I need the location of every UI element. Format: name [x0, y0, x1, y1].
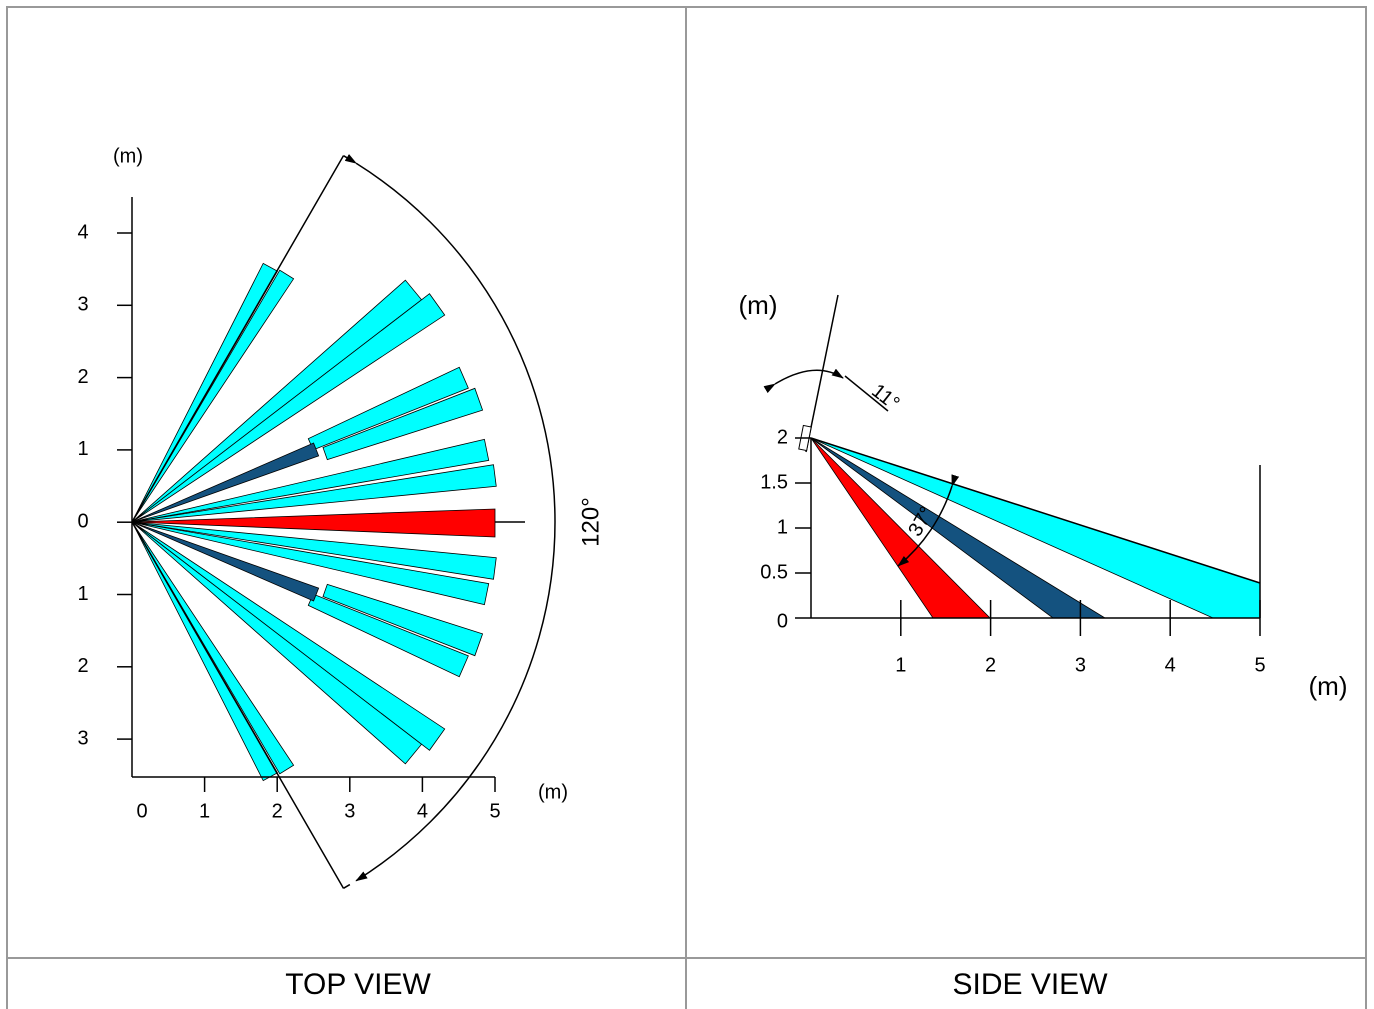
spread-arc — [897, 474, 960, 567]
beam — [131, 521, 320, 602]
y-tick-label: 0.5 — [760, 561, 788, 583]
beam — [131, 442, 320, 523]
y-tick-label: 1 — [777, 516, 788, 538]
x-tick-label: 5 — [1254, 654, 1265, 676]
beam — [131, 508, 496, 538]
x-tick-label: 2 — [272, 800, 283, 822]
x-tick-label: 1 — [895, 654, 906, 676]
beam — [131, 521, 497, 580]
y-tick-label: 1 — [77, 583, 88, 605]
angle-label: 11° — [867, 380, 903, 415]
beam — [810, 437, 991, 619]
y-tick-label: 2 — [777, 426, 788, 448]
x-tick-label: 0 — [136, 800, 147, 822]
beam — [131, 521, 295, 775]
y-tick-label: 0 — [777, 610, 788, 632]
y-tick-label: 0 — [77, 510, 88, 532]
unit-label: (m) — [1309, 671, 1348, 701]
unit-label: (m) — [113, 145, 143, 167]
x-tick-label: 5 — [489, 800, 500, 822]
beam — [131, 521, 490, 606]
angle-label: 120° — [577, 497, 604, 547]
x-tick-label: 4 — [1165, 654, 1176, 676]
beam — [131, 438, 490, 523]
y-tick-label: 3 — [77, 727, 88, 749]
y-tick-label: 1 — [77, 438, 88, 460]
y-tick-label: 3 — [77, 294, 88, 316]
tilt-ref — [844, 375, 889, 412]
caption: TOP VIEW — [285, 968, 431, 1001]
x-tick-label: 4 — [417, 800, 428, 822]
tilt-arc — [763, 368, 844, 394]
side-view: 2 1.5 1 0.5 0 1 2 3 4 5 — [760, 294, 1266, 676]
y-tick-label: 2 — [77, 655, 88, 677]
unit-label: (m) — [538, 781, 568, 803]
x-tick-label: 2 — [985, 654, 996, 676]
x-tick-label: 1 — [199, 800, 210, 822]
top-view: 4 3 2 1 0 1 2 3 0 1 2 3 4 5 — [77, 154, 556, 889]
y-tick-label: 4 — [77, 221, 88, 243]
caption: SIDE VIEW — [952, 968, 1108, 1001]
x-tick-label: 3 — [1075, 654, 1086, 676]
y-tick-label: 1.5 — [760, 471, 788, 493]
x-tick-label: 3 — [344, 800, 355, 822]
beam — [131, 269, 295, 523]
angle-arc — [344, 154, 556, 882]
beam-edge — [810, 437, 1261, 584]
beam — [131, 464, 497, 523]
y-tick-label: 2 — [77, 366, 88, 388]
angle-arc — [343, 155, 351, 889]
unit-label: (m) — [739, 290, 778, 320]
